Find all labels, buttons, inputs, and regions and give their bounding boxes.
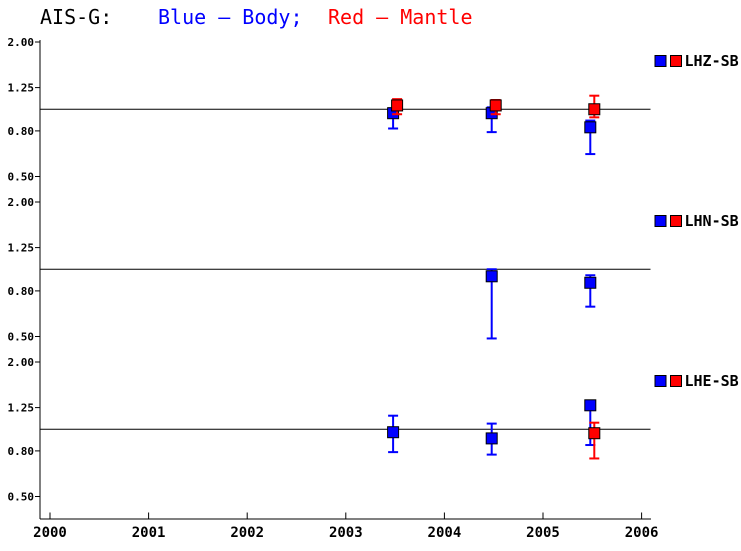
data-point-square	[584, 399, 597, 412]
legend-label: LHN-SB	[685, 212, 739, 230]
y-tick-label: 0.50	[8, 171, 35, 184]
y-tick-label: 0.80	[8, 285, 35, 298]
x-tick-label: 2003	[329, 525, 363, 541]
x-tick-label: 2000	[33, 525, 67, 541]
x-tick-label: 2002	[230, 525, 264, 541]
x-tick-label: 2001	[132, 525, 166, 541]
y-tick-label: 1.25	[8, 402, 35, 415]
legend-swatch-body	[654, 375, 667, 387]
legend-swatch-mantle	[670, 215, 682, 227]
legend-label: LHZ-SB	[685, 52, 739, 70]
data-point-square	[489, 99, 502, 112]
y-tick-label: 1.25	[8, 242, 35, 255]
chart-title-prefix: AIS-G:	[40, 5, 113, 29]
y-tick-label: 0.50	[8, 491, 35, 504]
legend-swatch-mantle	[670, 375, 682, 387]
y-tick-label: 0.50	[8, 331, 35, 344]
data-point-square	[584, 121, 597, 134]
data-point-square	[387, 426, 400, 439]
legend-swatch-mantle	[670, 55, 682, 67]
y-tick-label: 2.00	[8, 196, 35, 209]
y-tick-label: 1.25	[8, 82, 35, 95]
legend-swatch-body	[654, 55, 667, 67]
legend-swatch-body	[654, 215, 667, 227]
y-tick-label: 2.00	[8, 36, 35, 49]
y-tick-label: 0.80	[8, 125, 35, 138]
y-tick-label: 2.00	[8, 356, 35, 369]
data-point-square	[391, 99, 404, 112]
data-point-square	[588, 103, 601, 116]
title-mantle-legend: Red — Mantle	[328, 5, 473, 29]
legend-label: LHE-SB	[685, 372, 739, 390]
data-point-square	[485, 270, 498, 283]
x-tick-label: 2006	[625, 525, 659, 541]
x-tick-label: 2004	[428, 525, 462, 541]
data-point-square	[588, 427, 601, 440]
x-tick-label: 2005	[526, 525, 560, 541]
data-point-square	[485, 432, 498, 445]
title-body-legend: Blue — Body;	[158, 5, 303, 29]
y-tick-label: 0.80	[8, 445, 35, 458]
data-point-square	[584, 276, 597, 289]
